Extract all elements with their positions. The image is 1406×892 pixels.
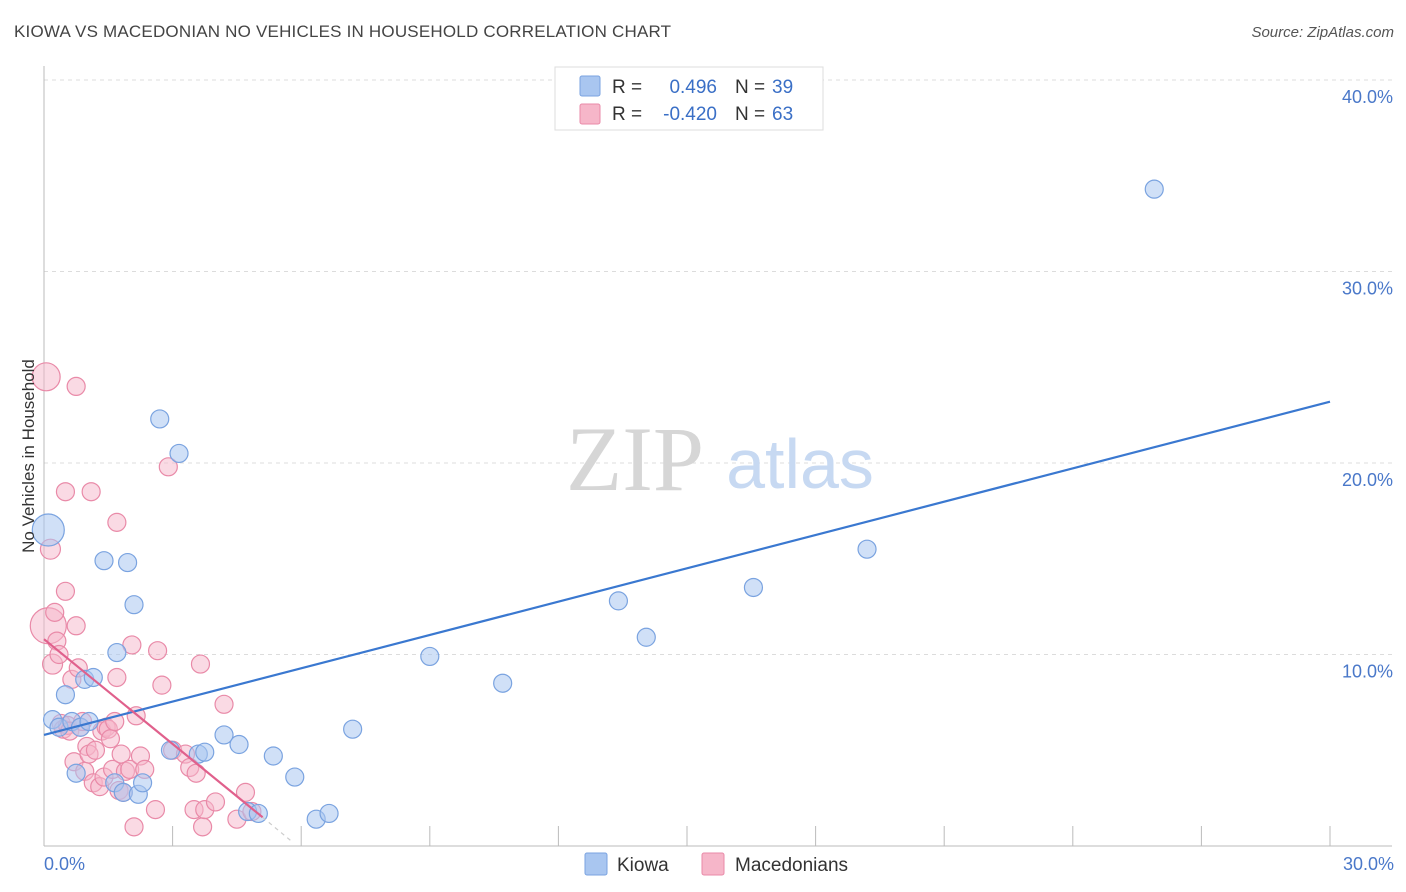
series-legend: Kiowa Macedonians [584, 852, 848, 876]
series-kiowa [31, 179, 1164, 829]
y-tick-label: 40.0% [1342, 87, 1393, 107]
point-macedonians [100, 729, 121, 749]
point-macedonians [85, 740, 106, 760]
legend-r-label-kiowa: R = [612, 77, 642, 98]
point-macedonians [214, 694, 234, 714]
point-macedonians [107, 667, 127, 688]
legend-r-value-macedonians: -0.420 [663, 104, 717, 125]
point-macedonians [193, 817, 213, 837]
point-kiowa [124, 595, 144, 615]
y-tick-labels: 10.0% 20.0% 30.0% 40.0% [1342, 87, 1393, 682]
point-kiowa [420, 646, 440, 667]
legend-swatch-kiowa [579, 75, 601, 97]
source-credit: Source: ZipAtlas.com [1251, 24, 1394, 41]
point-kiowa [319, 803, 339, 824]
point-macedonians [145, 800, 166, 820]
watermark-zip: ZIP [566, 408, 704, 510]
point-kiowa [285, 767, 305, 787]
point-kiowa [263, 746, 283, 766]
series-legend-label-macedonians: Macedonians [735, 855, 848, 876]
trend-line-macedonians-extension [262, 816, 294, 843]
watermark-atlas: atlas [726, 425, 874, 503]
x-tick-label-min: 0.0% [44, 854, 85, 874]
series-macedonians [29, 362, 262, 837]
point-macedonians [107, 512, 127, 532]
point-macedonians [205, 792, 226, 812]
point-macedonians [158, 457, 178, 477]
legend-n-label-kiowa: N = [735, 77, 765, 98]
point-kiowa [195, 742, 215, 762]
legend-n-value-macedonians: 63 [772, 104, 793, 125]
trend-lines [43, 400, 1331, 843]
point-macedonians [152, 675, 172, 695]
point-kiowa [1144, 179, 1164, 199]
trend-line-macedonians [43, 638, 264, 819]
point-macedonians [66, 376, 86, 396]
legend-r-value-kiowa: 0.496 [669, 77, 717, 98]
point-kiowa [94, 551, 114, 571]
point-macedonians [45, 602, 65, 622]
chart-title: KIOWA VS MACEDONIAN NO VEHICLES IN HOUSE… [14, 22, 672, 41]
point-macedonians [235, 782, 256, 802]
point-macedonians [31, 362, 61, 392]
y-tick-label: 20.0% [1342, 470, 1393, 490]
point-kiowa [493, 673, 513, 693]
y-axis-label: No Vehicles in Household [19, 359, 38, 553]
grid [44, 79, 1392, 655]
legend-n-label-macedonians: N = [735, 104, 765, 125]
x-tick-label-max: 30.0% [1343, 854, 1394, 874]
y-tick-label: 10.0% [1342, 662, 1393, 682]
point-macedonians [49, 644, 69, 665]
axes [43, 66, 1392, 847]
point-kiowa [857, 539, 877, 559]
legend-swatch-macedonians [579, 103, 601, 125]
point-kiowa [229, 734, 249, 755]
point-kiowa [169, 443, 189, 464]
point-kiowa [31, 513, 65, 547]
watermark: ZIP atlas [566, 408, 874, 510]
point-kiowa [132, 773, 153, 793]
point-macedonians [122, 635, 142, 655]
legend-n-value-kiowa: 39 [772, 77, 793, 98]
point-kiowa [743, 577, 764, 598]
point-kiowa [343, 719, 363, 739]
point-kiowa [66, 763, 86, 783]
point-kiowa [608, 591, 629, 611]
point-kiowa [117, 552, 138, 573]
y-tick-label: 30.0% [1342, 279, 1393, 299]
legend-r-label-macedonians: R = [612, 104, 642, 125]
series-legend-swatch-macedonians [701, 852, 725, 876]
stats-legend: R = 0.496 N = 39 R = -0.420 N = 63 [554, 66, 824, 131]
point-macedonians [66, 616, 86, 636]
point-macedonians [147, 641, 168, 661]
point-kiowa [55, 685, 76, 705]
series-legend-swatch-kiowa [584, 852, 608, 876]
point-macedonians [124, 817, 144, 837]
point-kiowa [107, 642, 127, 663]
point-macedonians [190, 654, 211, 674]
point-kiowa [150, 409, 170, 429]
point-kiowa [160, 740, 181, 760]
point-macedonians [55, 482, 76, 502]
point-kiowa [214, 725, 234, 745]
point-macedonians [81, 482, 101, 502]
series-legend-label-kiowa: Kiowa [617, 855, 669, 876]
trend-line-kiowa [43, 400, 1331, 736]
point-macedonians [55, 581, 76, 601]
point-kiowa [636, 627, 656, 647]
